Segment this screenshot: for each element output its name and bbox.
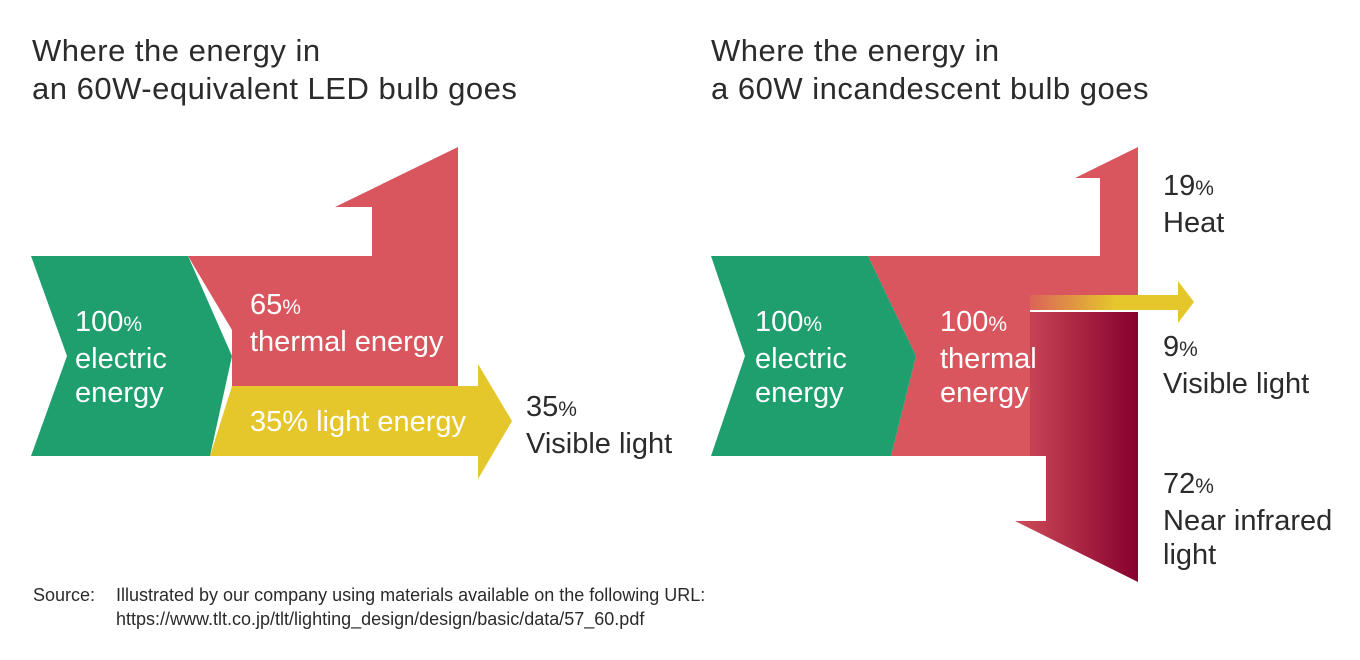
incandescent-thermal-label: 100% thermal energy xyxy=(940,305,1037,410)
led-electric-label: 100% electric energy xyxy=(75,305,167,410)
source-url: https://www.tlt.co.jp/tlt/lighting_desig… xyxy=(116,609,645,629)
incandescent-visible-text: Visible light xyxy=(1163,368,1310,400)
source-text: Illustrated by our company using materia… xyxy=(116,583,705,631)
incandescent-thermal-line1: thermal xyxy=(940,343,1037,375)
incandescent-infrared-line1: Near infrared xyxy=(1163,505,1333,537)
incandescent-infrared-value: 72 xyxy=(1163,468,1196,500)
incandescent-heat-output-label: 19% Heat xyxy=(1163,169,1224,240)
incandescent-thermal-value: 100 xyxy=(940,306,989,338)
source-line1: Illustrated by our company using materia… xyxy=(116,585,706,605)
incandescent-title-line2: a 60W incandescent bulb goes xyxy=(711,71,1149,106)
incandescent-electric-arrow xyxy=(711,256,916,456)
incandescent-electric-line2: energy xyxy=(755,377,844,409)
led-title-line1: Where the energy in xyxy=(32,33,321,68)
incandescent-electric-line1: electric xyxy=(755,343,847,375)
led-visible-text: Visible light xyxy=(526,428,673,460)
incandescent-visible-output-label: 9% Visible light xyxy=(1163,330,1309,401)
led-visible-output-label: 35% Visible light xyxy=(526,390,672,461)
incandescent-electric-label: 100% electric energy xyxy=(755,305,847,410)
led-visible-unit: % xyxy=(558,398,577,421)
source-label: Source: xyxy=(33,585,96,605)
incandescent-infrared-flow xyxy=(1000,312,1138,582)
led-diagram xyxy=(31,147,512,479)
incandescent-infrared-output-label: 72% Near infrared light xyxy=(1163,467,1332,572)
incandescent-heat-flow xyxy=(1000,147,1138,295)
incandescent-visible-arrow xyxy=(1018,281,1194,323)
led-diagram-title: Where the energy in an 60W-equivalent LE… xyxy=(32,32,517,108)
incandescent-infrared-unit: % xyxy=(1195,475,1214,498)
incandescent-diagram xyxy=(711,147,1194,582)
incandescent-electric-value: 100 xyxy=(755,306,804,338)
led-title-line2: an 60W-equivalent LED bulb goes xyxy=(32,71,518,106)
incandescent-title-line1: Where the energy in xyxy=(711,33,1000,68)
led-thermal-label: 65% thermal energy xyxy=(250,288,443,359)
incandescent-visible-unit: % xyxy=(1179,338,1198,361)
led-electric-line1: electric xyxy=(75,343,167,375)
led-thermal-unit: % xyxy=(282,296,301,319)
led-electric-unit: % xyxy=(123,313,143,336)
led-electric-value: 100 xyxy=(75,306,124,338)
incandescent-electric-unit: % xyxy=(803,313,823,336)
led-thermal-value: 65 xyxy=(250,289,283,321)
led-electric-line2: energy xyxy=(75,377,164,409)
incandescent-heat-text: Heat xyxy=(1163,207,1225,239)
incandescent-thermal-line2: energy xyxy=(940,377,1029,409)
led-electric-arrow xyxy=(31,256,232,456)
led-thermal-flow xyxy=(188,147,458,386)
incandescent-diagram-title: Where the energy in a 60W incandescent b… xyxy=(711,32,1149,108)
led-light-arrow xyxy=(210,364,512,479)
incandescent-infrared-line2: light xyxy=(1163,539,1217,571)
incandescent-thermal-unit: % xyxy=(988,313,1008,336)
incandescent-heat-value: 19 xyxy=(1163,170,1196,202)
led-visible-value: 35 xyxy=(526,391,559,423)
incandescent-heat-unit: % xyxy=(1195,177,1214,200)
led-thermal-text: thermal energy xyxy=(250,326,444,358)
led-light-label: 35% light energy xyxy=(250,406,467,438)
incandescent-thermal-flow xyxy=(868,256,1030,456)
incandescent-visible-value: 9 xyxy=(1163,331,1180,363)
